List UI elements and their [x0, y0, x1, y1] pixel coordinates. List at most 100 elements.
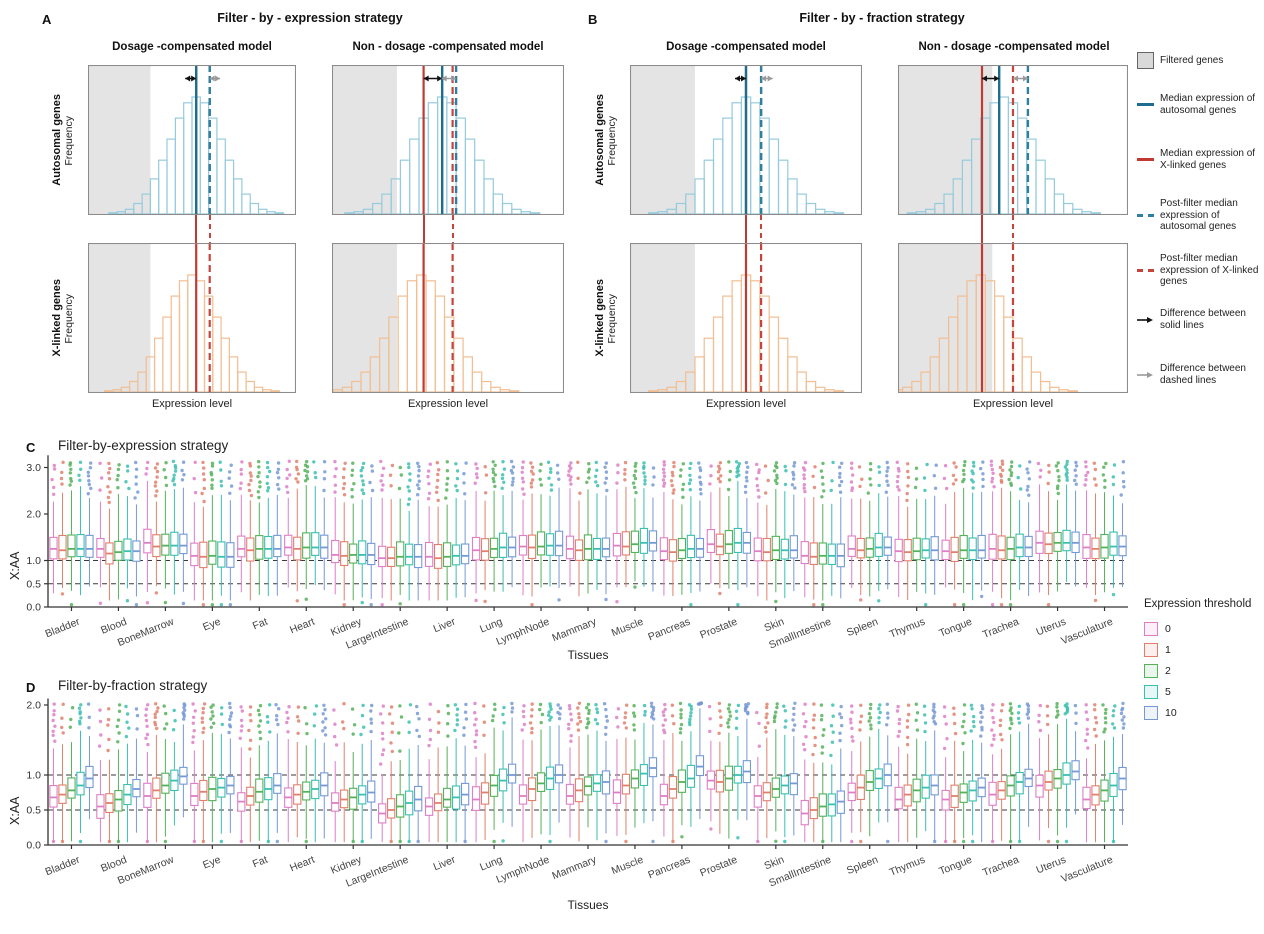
- box-Uterus-thr10: [1071, 460, 1080, 587]
- box-Thymus-thr1: [903, 462, 912, 601]
- box-Spleen-thr1: [856, 703, 865, 844]
- x-tick-label-Heart: Heart: [288, 616, 316, 637]
- xlinked-histogram: [630, 243, 862, 393]
- x-tick-label-Pancreas: Pancreas: [646, 854, 692, 882]
- box-Blood-thr0: [96, 708, 105, 843]
- b-frequency-label-2: Frequency: [606, 294, 618, 344]
- box-Kidney-thr2: [349, 707, 358, 844]
- threshold-legend-item-10: 10: [1144, 702, 1262, 723]
- box-Eye-thr5: [217, 460, 226, 607]
- x-tick-label-Lung: Lung: [478, 854, 504, 874]
- box-BoneMarrow-thr10: [179, 702, 188, 818]
- box-Fat-thr2: [255, 459, 264, 595]
- box-Skin-thr2: [771, 702, 780, 843]
- box-Uterus-thr2: [1053, 702, 1062, 844]
- y-tick-label: 2.0: [26, 509, 41, 521]
- box-Skin-thr0: [753, 710, 762, 844]
- box-Blood-thr2: [114, 463, 123, 600]
- red-solid-line-icon: [1136, 158, 1154, 161]
- y-tick-label: 0.0: [26, 602, 41, 614]
- box-Lung-thr5: [498, 705, 508, 843]
- box-Bladder-thr0: [49, 702, 58, 844]
- box-Trachea-thr10: [1024, 460, 1033, 596]
- box-Kidney-thr0: [331, 459, 340, 595]
- box-Mammary-thr10: [601, 702, 611, 844]
- box-Pancreas-thr2: [677, 462, 687, 595]
- x-tick-label-Skin: Skin: [762, 616, 786, 635]
- box-Lung-thr1: [480, 465, 490, 604]
- box-Eye-thr0: [190, 702, 199, 844]
- x-tick-label-Prostate: Prostate: [698, 854, 739, 880]
- box-Skin-thr10: [789, 701, 798, 836]
- hist-column-a_dc: [88, 65, 296, 393]
- box-BoneMarrow-thr0: [143, 703, 152, 844]
- a-ndc-title: Non - dosage -compensated model: [352, 41, 544, 53]
- box-Fat-thr0: [237, 705, 246, 844]
- box-Prostate-thr10: [742, 460, 752, 588]
- box-Blood-thr5: [123, 464, 132, 603]
- box-Prostate-thr5: [733, 703, 743, 840]
- box-Vasculature-thr10: [1118, 701, 1127, 825]
- box-Prostate-thr1: [715, 461, 725, 596]
- box-Mammary-thr2: [583, 702, 593, 828]
- legend-item-diff-solid: Difference between solid lines: [1136, 308, 1260, 331]
- box-Prostate-thr10: [742, 702, 752, 821]
- y-tick-label: 2.0: [26, 700, 41, 712]
- blue-solid-line-icon: [1136, 103, 1154, 106]
- panel-b-title: Filter - by - fraction strategy: [799, 11, 965, 25]
- box-Bladder-thr1: [58, 702, 67, 844]
- x-tick-label-Pancreas: Pancreas: [646, 616, 692, 644]
- threshold-legend-items: 0 1 2 5 10: [1144, 618, 1262, 723]
- red-dashed-line-icon: [1136, 268, 1154, 272]
- box-Bladder-thr1: [58, 460, 67, 596]
- box-BoneMarrow-thr5: [170, 459, 179, 595]
- box-Liver-thr10: [460, 461, 470, 598]
- threshold-legend: Expression threshold 0 1 2 5 10: [1144, 598, 1262, 723]
- x-tick-label-Eye: Eye: [201, 854, 222, 872]
- box-BoneMarrow-thr2: [161, 461, 170, 605]
- box-Bladder-thr5: [76, 460, 85, 596]
- threshold-swatch-icon: [1144, 684, 1158, 699]
- box-Uterus-thr1: [1044, 463, 1053, 607]
- box-Pancreas-thr5: [686, 703, 696, 827]
- panel-c-xlabel: Tissues: [567, 648, 609, 662]
- box-Mammary-thr5: [592, 460, 602, 591]
- autosomal-histogram: [88, 65, 296, 215]
- threshold-label: 1: [1165, 643, 1171, 656]
- box-Fat-thr2: [255, 704, 264, 841]
- box-Thymus-thr5: [921, 704, 930, 832]
- box-Muscle-thr0: [612, 707, 622, 836]
- box-Bladder-thr10: [85, 461, 94, 587]
- threshold-legend-item-5: 5: [1144, 681, 1262, 702]
- blue-dashed-line-icon: [1136, 213, 1154, 217]
- box-Heart-thr5: [311, 460, 320, 586]
- box-Skin-thr5: [780, 704, 789, 844]
- box-Fat-thr10: [273, 461, 282, 596]
- box-Mammary-thr0: [565, 461, 575, 587]
- box-LargeIntestine-thr2: [396, 704, 405, 844]
- panel-c-letter: C: [26, 440, 36, 455]
- legend-label: Post-filter median expression of X-linke…: [1160, 253, 1259, 287]
- box-Spleen-thr2: [865, 702, 874, 837]
- box-Muscle-thr2: [630, 461, 640, 589]
- b-autosomal-label: Autosomal genes: [594, 94, 606, 186]
- x-tick-label-Trachea: Trachea: [981, 616, 1021, 641]
- panel-d-letter: D: [26, 680, 36, 695]
- red-line-gap-segment: [208, 215, 211, 243]
- box-Kidney-thr1: [340, 461, 349, 607]
- b-row1-labels: Autosomal genes Frequency: [584, 65, 628, 215]
- box-Thymus-thr0: [894, 704, 903, 843]
- box-Eye-thr10: [226, 463, 235, 607]
- y-tick-label: 0.5: [26, 805, 41, 817]
- box-LymphNode-thr10: [554, 463, 564, 602]
- a-dc-title: Dosage -compensated model: [112, 41, 272, 53]
- box-Pancreas-thr1: [668, 703, 678, 844]
- box-Lung-thr2: [489, 460, 499, 592]
- box-Blood-thr5: [123, 704, 132, 843]
- box-Kidney-thr10: [367, 703, 376, 839]
- threshold-legend-title: Expression threshold: [1144, 598, 1252, 610]
- box-Lung-thr0: [471, 701, 481, 843]
- b-frequency-label-1: Frequency: [606, 116, 618, 166]
